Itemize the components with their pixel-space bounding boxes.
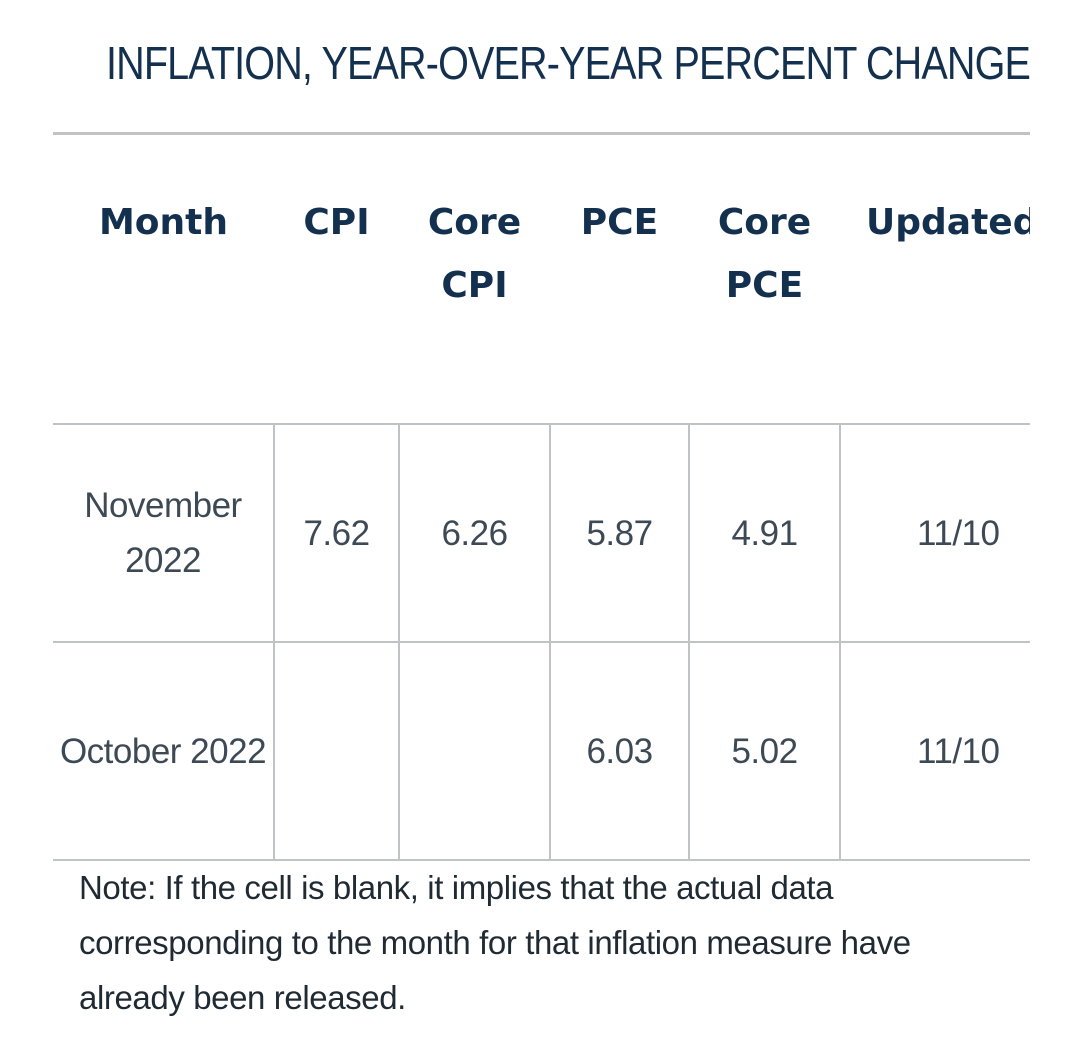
cell-pce: 5.87 (549, 424, 689, 643)
table-header-row: Month CPI Core CPI PCE Core PCE Updated (53, 135, 1030, 425)
cell-month: November 2022 (53, 424, 274, 643)
page-title: INFLATION, YEAR-OVER-YEAR PERCENT CHANGE (106, 37, 1031, 89)
header-month: Month (53, 135, 274, 425)
inflation-table: Month CPI Core CPI PCE Core PCE Updated … (53, 135, 1030, 861)
header-core-cpi: Core CPI (399, 135, 550, 425)
header-cpi: CPI (274, 135, 399, 425)
cell-month: October 2022 (53, 642, 274, 861)
cell-updated: 11/10 (839, 424, 1030, 643)
cell-updated: 11/10 (839, 642, 1030, 861)
table-row: October 2022 6.03 5.02 11/10 (53, 642, 1030, 861)
table-row: November 2022 7.62 6.26 5.87 4.91 11/10 (53, 424, 1030, 643)
header-pce: PCE (550, 135, 689, 425)
header-core-pce: Core PCE (689, 135, 840, 425)
title-divider (53, 132, 1030, 135)
cell-core-pce: 4.91 (688, 424, 840, 643)
cell-pce: 6.03 (549, 642, 689, 861)
cell-cpi (273, 642, 399, 861)
header-updated: Updated (840, 135, 1030, 425)
inflation-table-container: Month CPI Core CPI PCE Core PCE Updated … (53, 135, 1030, 861)
cell-cpi: 7.62 (273, 424, 399, 643)
cell-core-pce: 5.02 (688, 642, 840, 861)
cell-core-cpi: 6.26 (398, 424, 550, 643)
table-note: Note: If the cell is blank, it implies t… (79, 869, 911, 1016)
cell-core-cpi (398, 642, 550, 861)
